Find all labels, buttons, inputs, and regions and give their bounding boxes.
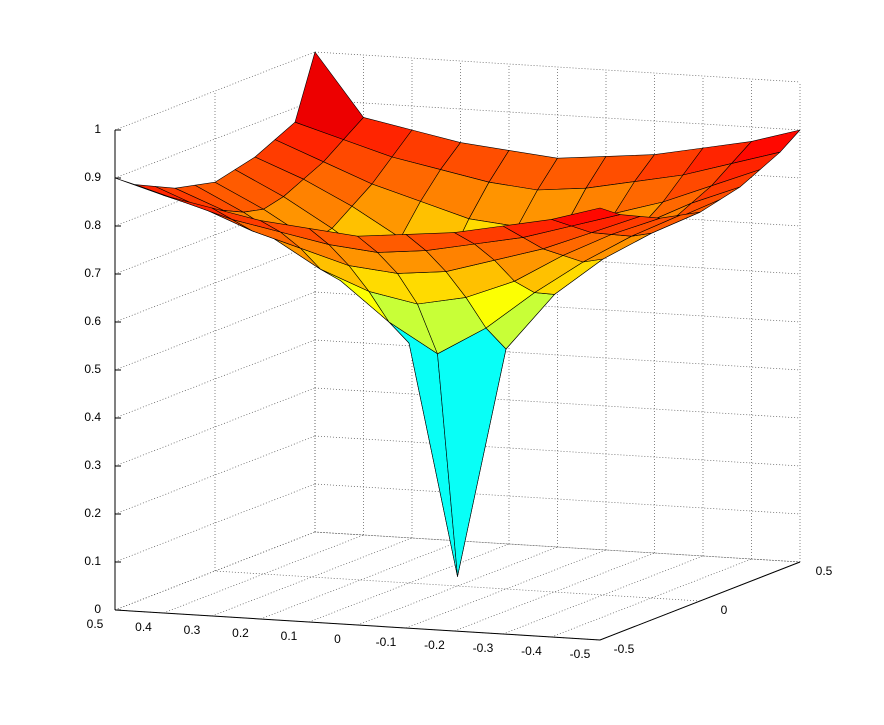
- y-tick-label: 0: [721, 603, 728, 617]
- z-tick-label: 0: [94, 602, 101, 616]
- x-tick-label: -0.1: [376, 635, 397, 649]
- axis-line: [599, 561, 801, 641]
- z-tick-label: 0.4: [84, 410, 101, 424]
- x-tick-label: 0.1: [281, 629, 298, 643]
- x-tick-label: -0.4: [521, 644, 542, 658]
- z-tick-label: 0.7: [84, 266, 101, 280]
- grid-line: [114, 51, 316, 131]
- x-tick-label: 0: [334, 632, 341, 646]
- grid-line: [260, 540, 461, 620]
- z-tick-label: 0.9: [84, 170, 101, 184]
- x-tick-label: 0.4: [135, 620, 152, 634]
- y-tick-label: 0.5: [816, 564, 833, 578]
- x-tick-label: 0.5: [87, 617, 104, 631]
- axis-line: [114, 609, 601, 641]
- grid-line: [405, 549, 607, 629]
- z-tick-label: 0.3: [84, 458, 101, 472]
- z-tick-label: 0.5: [84, 362, 101, 376]
- z-tick-label: 1: [94, 122, 101, 136]
- grid-line: [502, 555, 704, 635]
- z-tick-label: 0.1: [84, 554, 101, 568]
- x-tick-label: -0.2: [424, 638, 445, 652]
- x-tick-label: -0.3: [473, 641, 494, 655]
- surface-face: [551, 207, 621, 227]
- surface-face: [437, 327, 507, 577]
- grid-line: [314, 51, 801, 83]
- grid-line: [454, 552, 655, 632]
- grid-line: [211, 537, 413, 617]
- x-tick-label: 0.2: [232, 626, 249, 640]
- surface: [114, 51, 801, 577]
- z-tick-label: 0.8: [84, 218, 101, 232]
- x-tick-label: -0.5: [570, 647, 591, 661]
- x-tick-label: 0.3: [184, 623, 201, 637]
- z-tick-label: 0.6: [84, 314, 101, 328]
- z-tick-label: 0.2: [84, 506, 101, 520]
- grid-line: [163, 534, 364, 614]
- y-tick-label: -0.5: [614, 642, 635, 656]
- labels: 0.5 0.4 0.3 0.2 0.1 0 -0.1 -0.2 -0.3 -0.4 -0.5 -0.5…: [84, 122, 832, 661]
